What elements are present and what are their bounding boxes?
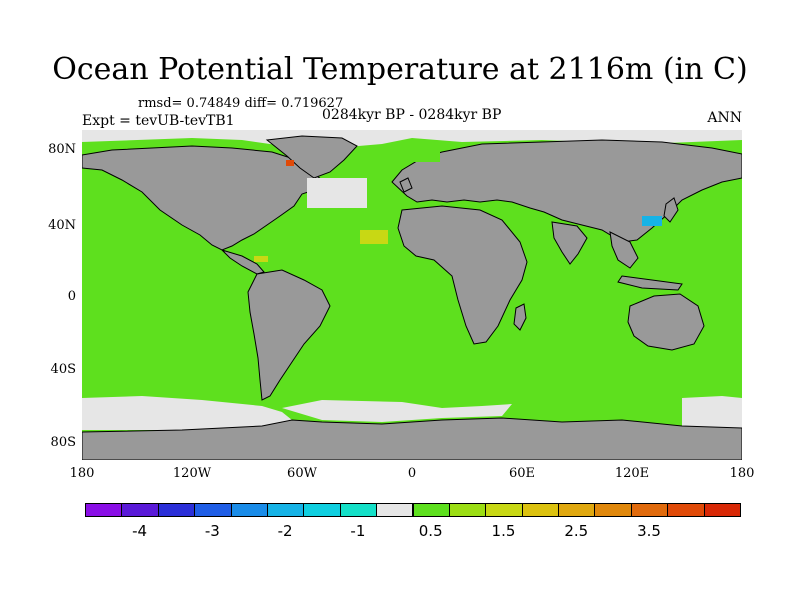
antarctic-neutral-region-east [682,396,742,430]
north-america [82,145,323,251]
antarctic-neutral-region-west [82,396,292,430]
x-tick-60e: 60E [508,466,536,481]
colorbar-cell [703,503,741,517]
midatlantic-warm-patch [360,230,388,244]
page-title: Ocean Potential Temperature at 2116m (in… [52,52,748,87]
colorbar-cell [448,503,487,517]
southeast-asia [609,231,639,269]
antarctica [82,417,742,460]
colorbar-cell [194,503,232,517]
x-tick-120w: 120W [172,466,212,481]
x-tick-0: 0 [407,466,417,481]
y-tick-40s: 40S [50,362,76,377]
arctic-neutral-region [82,130,742,150]
colorbar-label: 2.5 [564,522,589,540]
map-svg [82,130,742,460]
colorbar-cell [594,503,632,517]
colorbar-cell [85,503,123,517]
x-tick-60w: 60W [287,466,317,481]
north-atlantic-neutral-patch [307,178,367,208]
colorbar-label: -1 [350,522,366,540]
colorbar-cell [521,503,560,517]
colorbar-cell [230,503,268,517]
baffin-warm-cell [286,160,294,166]
colorbar-cell [485,503,523,517]
africa [397,205,528,345]
land-masses [82,135,742,460]
colorbar-cell [121,503,159,517]
madagascar [513,303,527,331]
british-isles [399,177,413,193]
colorbar-label: 0.5 [418,522,443,540]
colorbar-cell [558,503,596,517]
colorbar-label: 1.5 [491,522,516,540]
experiment-label: Expt = tevUB-tevTB1 [82,113,235,129]
japan [663,197,679,223]
y-tick-0: 0 [67,289,76,304]
colorbar-cell [339,503,378,517]
barents-ocean-patch [400,146,440,162]
south-america [247,269,331,401]
season-label: ANN [707,110,742,126]
australia [627,293,705,351]
colorbar-cell [630,503,669,517]
y-tick-80n: 80N [48,142,76,157]
colorbar-cell [667,503,705,517]
stats-text: rmsd= 0.74849 diff= 0.719627 [138,96,344,111]
japan-sea-cool-patch [642,216,662,226]
colorbar-cell [266,503,305,517]
colorbar-cell [303,503,341,517]
colorbar-label: 3.5 [637,522,661,540]
y-tick-40n: 40N [48,218,76,233]
y-tick-80s: 80S [50,435,76,450]
colorbar-cell [376,503,414,517]
colorbar-cell [157,503,196,517]
colorbar-label: -3 [204,522,220,540]
temperature-map [82,130,742,460]
indonesia [617,275,683,291]
india [551,221,588,265]
x-tick-180w: 180 [69,466,95,481]
colorbar [85,503,741,517]
x-tick-180e: 180 [729,466,755,481]
period-label: 0284kyr BP - 0284kyr BP [322,107,502,123]
colorbar-cell [412,503,450,517]
antarctic-neutral-region-south [282,400,512,422]
x-tick-120e: 120E [614,466,650,481]
caribbean-warm-patch [254,256,268,262]
colorbar-label: -2 [277,522,293,540]
colorbar-label: -4 [132,522,148,540]
